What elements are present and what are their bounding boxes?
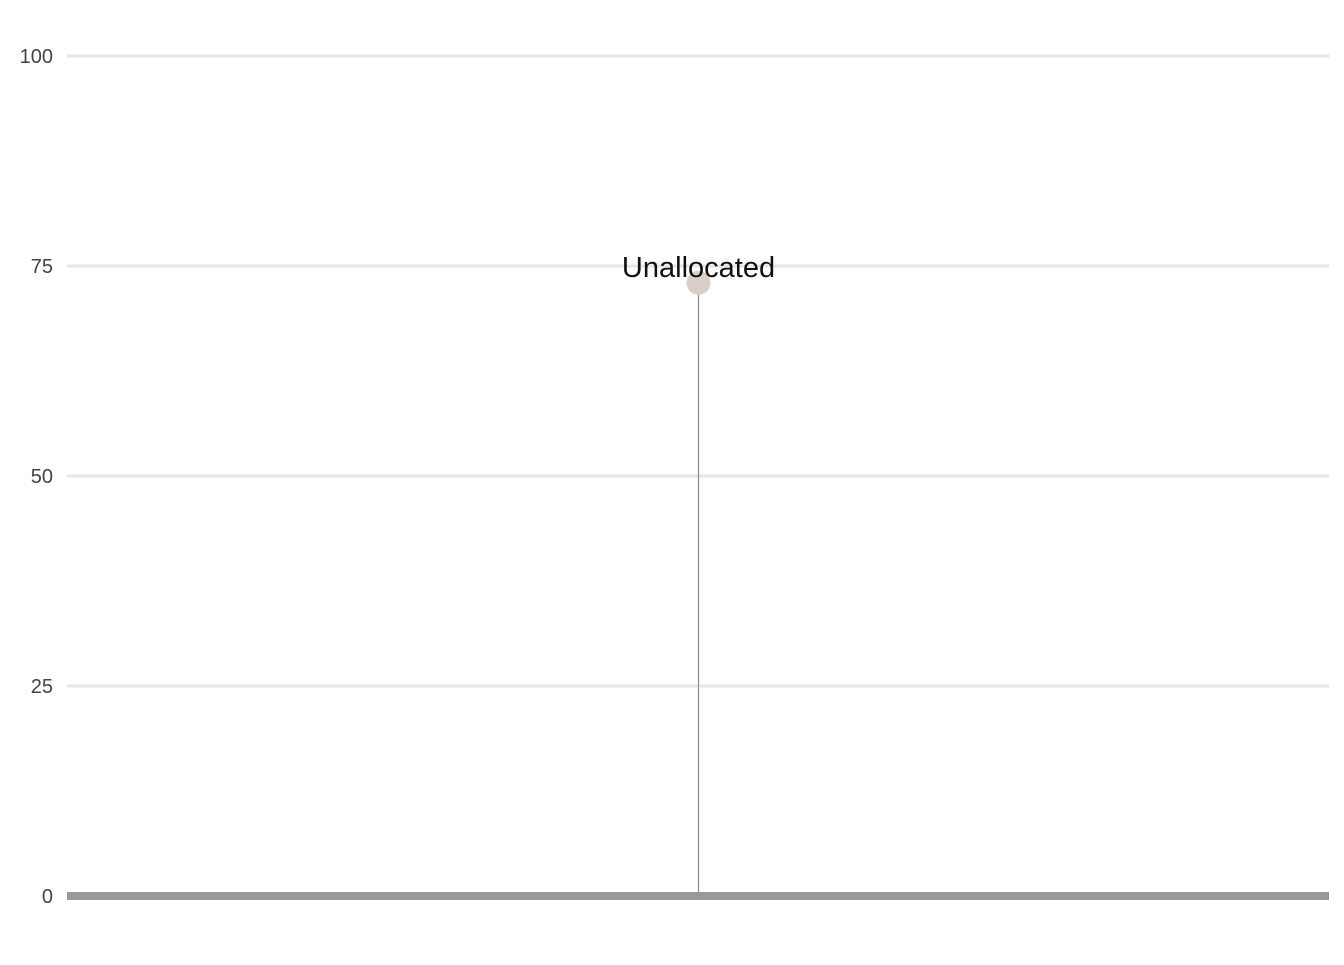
y-tick-label: 75 — [31, 256, 53, 278]
y-tick-label: 0 — [42, 886, 53, 908]
data-marks: Unallocated — [622, 252, 775, 892]
y-tick-label: 100 — [20, 46, 53, 68]
lollipop-point — [686, 270, 711, 295]
y-tick-label: 25 — [31, 676, 53, 698]
point-label: Unallocated — [622, 252, 775, 284]
y-tick-label: 50 — [31, 466, 53, 488]
y-axis-ticks: 0 25 50 75 100 — [20, 46, 53, 908]
